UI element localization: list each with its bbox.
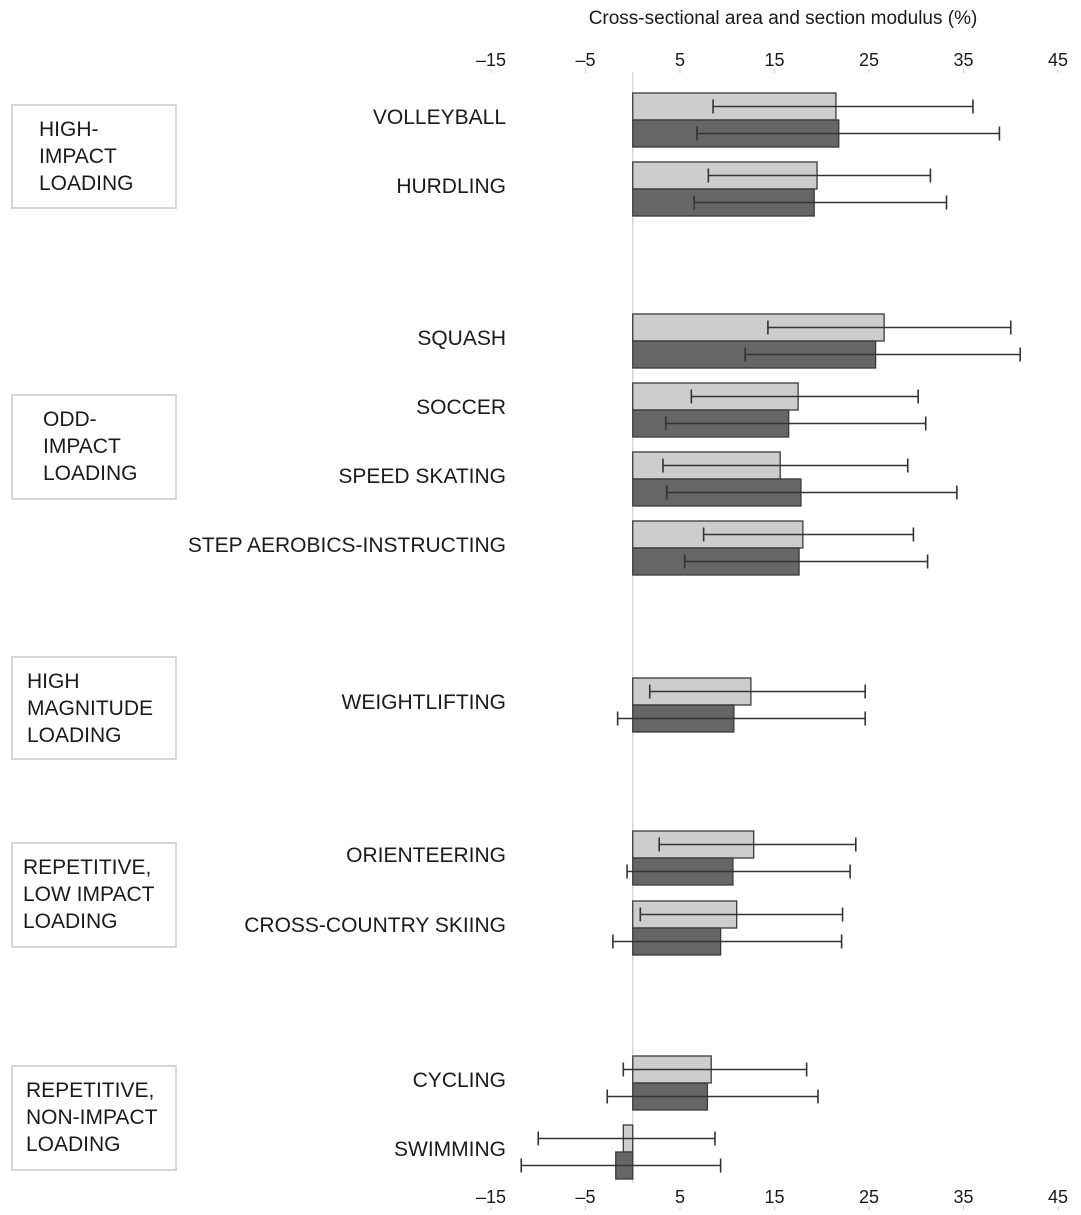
x-tick-label-top: –5	[575, 50, 595, 70]
category-label: CYCLING	[412, 1069, 506, 1092]
group-label-line: LOADING	[43, 462, 138, 485]
group-label-line: MAGNITUDE	[27, 697, 153, 720]
group-label-line: LOADING	[39, 172, 134, 195]
x-tick-label-bottom: 5	[675, 1187, 685, 1207]
category-label: STEP AEROBICS-INSTRUCTING	[187, 534, 506, 557]
category-label: VOLLEYBALL	[372, 106, 506, 129]
group-label-line: ODD-	[43, 408, 97, 431]
x-tick-label-top: 25	[859, 50, 879, 70]
group-label-line: HIGH-	[39, 118, 99, 141]
x-tick-label-top: 5	[675, 50, 685, 70]
category-label: SOCCER	[416, 396, 506, 419]
x-tick-label-top: 35	[953, 50, 973, 70]
category-label: SPEED SKATING	[338, 465, 506, 488]
category-label: SWIMMING	[394, 1138, 506, 1161]
group-label-line: HIGH	[27, 670, 80, 693]
x-tick-label-top: –15	[476, 50, 506, 70]
category-label: SQUASH	[417, 327, 506, 350]
x-tick-label-bottom: 15	[764, 1187, 784, 1207]
x-tick-label-bottom: 35	[953, 1187, 973, 1207]
x-tick-label-bottom: 45	[1048, 1187, 1068, 1207]
group-label-line: IMPACT	[43, 435, 121, 458]
group-label-line: IMPACT	[39, 145, 117, 168]
x-tick-label-top: 15	[764, 50, 784, 70]
group-label-box: ODD- IMPACT LOADING	[11, 394, 177, 500]
group-label-line: REPETITIVE,	[26, 1079, 155, 1102]
group-label-box: HIGH- IMPACT LOADING	[11, 104, 177, 209]
axis-title: Cross-sectional area and section modulus…	[588, 8, 978, 29]
category-label: HURDLING	[396, 175, 506, 198]
group-label-line: LOADING	[26, 1133, 121, 1156]
group-label-line: NON-IMPACT	[26, 1106, 158, 1129]
category-label: WEIGHTLIFTING	[341, 691, 507, 714]
group-label-line: LOW IMPACT	[23, 883, 155, 906]
x-tick-label-bottom: 25	[859, 1187, 879, 1207]
category-label: CROSS-COUNTRY SKIING	[244, 914, 506, 937]
group-label-line: LOADING	[23, 910, 118, 933]
x-tick-label-bottom: –5	[575, 1187, 595, 1207]
category-label: ORIENTEERING	[346, 844, 506, 867]
group-label-line: LOADING	[27, 724, 122, 747]
x-tick-label-bottom: –15	[476, 1187, 506, 1207]
group-label-line: REPETITIVE,	[23, 856, 152, 879]
group-label-box: REPETITIVE, LOW IMPACT LOADING	[11, 842, 177, 948]
group-label-box: HIGH MAGNITUDE LOADING	[11, 656, 177, 760]
x-tick-label-top: 45	[1048, 50, 1068, 70]
group-label-box: REPETITIVE, NON-IMPACT LOADING	[11, 1065, 177, 1171]
